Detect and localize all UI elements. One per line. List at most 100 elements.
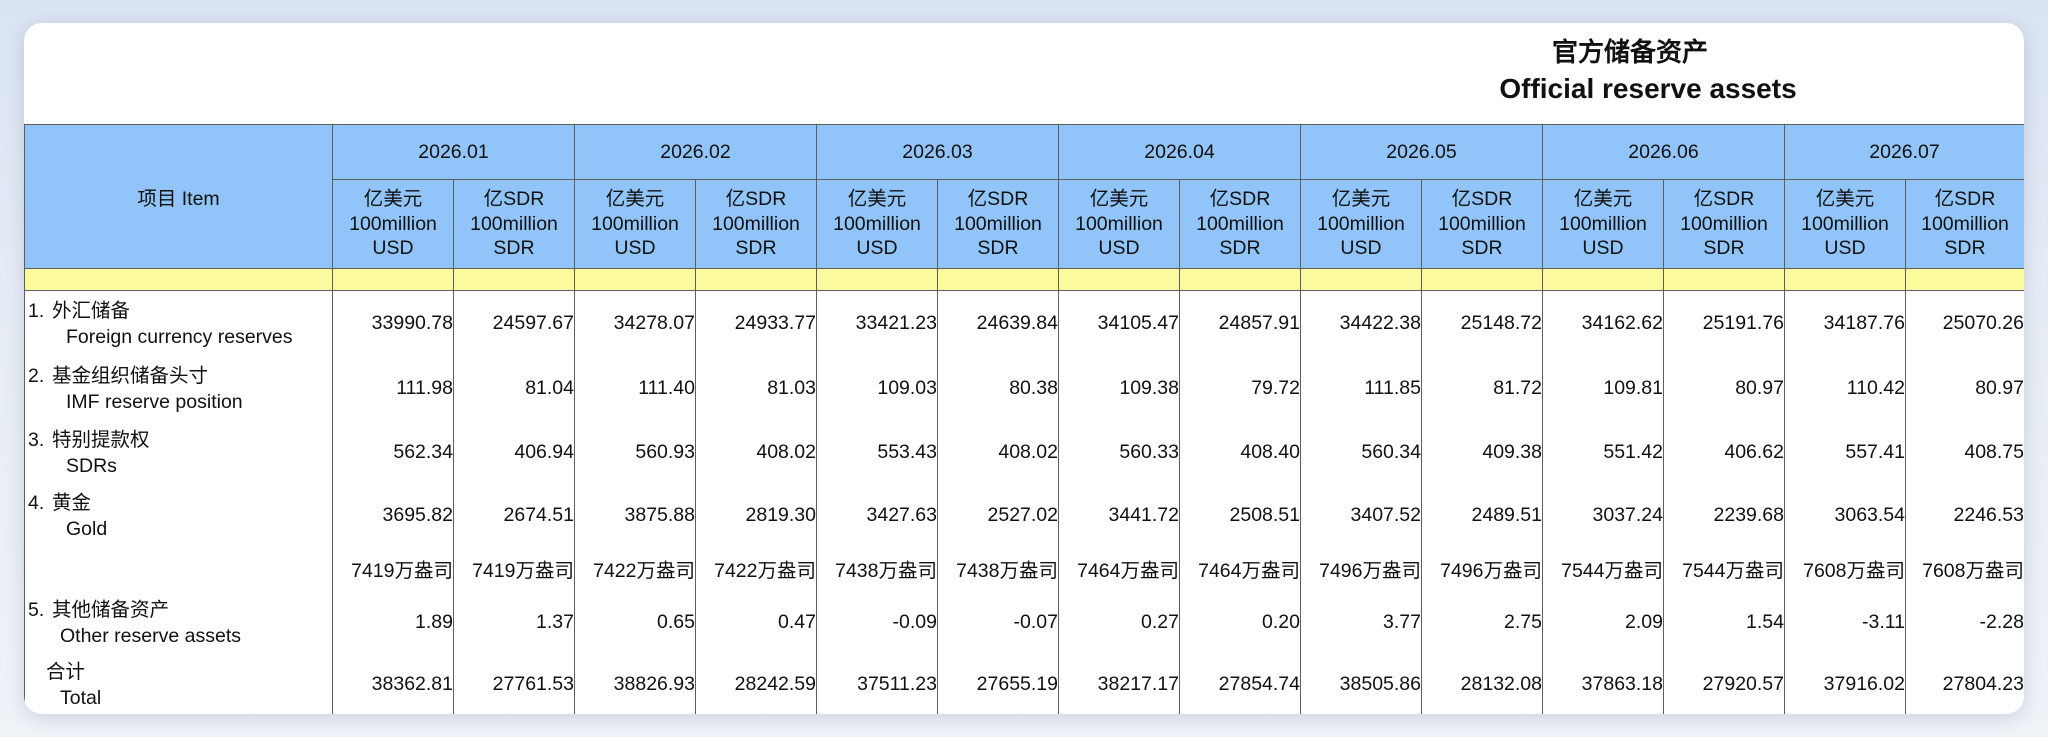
unit-label-scale: 100million — [591, 212, 679, 235]
band-cell — [1300, 268, 1422, 291]
total-value-cell: 27920.57 — [1663, 654, 1785, 714]
unit-label-zh: 亿SDR — [1693, 188, 1755, 211]
unit-label-zh: 亿SDR — [1451, 188, 1513, 211]
table-title-en: Official reserve assets — [1499, 73, 1797, 104]
value-cell: 408.02 — [695, 420, 817, 485]
unit-header-sdr: 亿SDR 100million SDR — [1663, 179, 1785, 269]
total-value-cell: 27761.53 — [453, 654, 575, 714]
value-cell: 3695.82 — [332, 484, 454, 547]
value-cell: 408.75 — [1905, 420, 2024, 485]
item-number: 4. — [28, 491, 45, 514]
value-cell: 111.40 — [574, 356, 696, 421]
band-cell — [1421, 268, 1543, 291]
value-cell: 406.62 — [1663, 420, 1785, 485]
period-header: 2026.04 — [1058, 124, 1301, 180]
value-cell: 81.03 — [695, 356, 817, 421]
value-cell: -3.11 — [1784, 590, 1906, 655]
total-label-zh: 合计 — [46, 660, 86, 683]
period-header: 2026.03 — [816, 124, 1059, 180]
ounces-cell: 7496万盎司 — [1421, 546, 1543, 591]
unit-label-currency: SDR — [1944, 237, 1986, 260]
unit-header-usd: 亿美元 100million USD — [816, 179, 938, 269]
value-cell: 109.38 — [1058, 356, 1180, 421]
unit-label-currency: SDR — [977, 237, 1019, 260]
unit-label-currency: SDR — [735, 237, 777, 260]
value-cell: 80.97 — [1905, 356, 2024, 421]
value-cell: 2.09 — [1542, 590, 1664, 655]
band-cell — [937, 268, 1059, 291]
ounces-cell: 7608万盎司 — [1905, 546, 2024, 591]
value-cell: 3037.24 — [1542, 484, 1664, 547]
value-cell: 0.47 — [695, 590, 817, 655]
ounces-cell: 7438万盎司 — [816, 546, 938, 591]
value-cell: -2.28 — [1905, 590, 2024, 655]
item-label-cell: 1. 外汇储备 Foreign currency reserves — [24, 290, 333, 357]
row-other-reserve-assets: 5. 其他储备资产 Other reserve assets 1.89 1.37 0… — [24, 590, 2024, 655]
unit-label-zh: 亿美元 — [1089, 188, 1149, 211]
value-cell: 79.72 — [1179, 356, 1301, 421]
band-cell — [1058, 268, 1180, 291]
unit-header-sdr: 亿SDR 100million SDR — [1421, 179, 1543, 269]
item-name-en: Other reserve assets — [60, 624, 241, 647]
item-name-zh: 其他储备资产 — [52, 598, 170, 621]
value-cell: 34278.07 — [574, 290, 696, 357]
unit-header-sdr: 亿SDR 100million SDR — [937, 179, 1059, 269]
value-cell: 408.40 — [1179, 420, 1301, 485]
unit-label-zh: 亿美元 — [1331, 188, 1391, 211]
item-label-cell: 5. 其他储备资产 Other reserve assets — [24, 590, 333, 655]
unit-header-usd: 亿美元 100million USD — [1542, 179, 1664, 269]
item-number: 3. — [28, 428, 45, 451]
unit-label-scale: 100million — [349, 212, 437, 235]
unit-header-row: 亿美元 100million USD 亿SDR 100million SDR 亿美元 10… — [25, 179, 2024, 269]
row-imf-reserve-position: 2. 基金组织储备头寸 IMF reserve position 111.98 81… — [24, 356, 2024, 421]
band-cell — [1542, 268, 1664, 291]
value-cell: 81.04 — [453, 356, 575, 421]
unit-label-currency: USD — [1824, 237, 1866, 260]
unit-label-zh: 亿SDR — [483, 188, 545, 211]
unit-label-zh: 亿SDR — [1209, 188, 1271, 211]
total-value-cell: 27854.74 — [1179, 654, 1301, 714]
total-value-cell: 38505.86 — [1300, 654, 1422, 714]
item-label-cell: 3. 特别提款权 SDRs — [24, 420, 333, 485]
value-cell: 81.72 — [1421, 356, 1543, 421]
value-cell: 24857.91 — [1179, 290, 1301, 357]
unit-label-zh: 亿美元 — [1815, 188, 1875, 211]
value-cell: 24933.77 — [695, 290, 817, 357]
total-label-en: Total — [60, 686, 102, 709]
value-cell: 3.77 — [1300, 590, 1422, 655]
item-label-cell: 合计 Total — [24, 654, 333, 714]
value-cell: 3063.54 — [1784, 484, 1906, 547]
row-foreign-currency-reserves: 1. 外汇储备 Foreign currency reserves 33990.78… — [24, 290, 2024, 357]
item-name-zh: 特别提款权 — [52, 428, 150, 451]
value-cell: 34105.47 — [1058, 290, 1180, 357]
unit-label-scale: 100million — [1680, 212, 1768, 235]
band-cell — [1905, 268, 2024, 291]
ounces-cell: 7419万盎司 — [332, 546, 454, 591]
value-cell: 111.85 — [1300, 356, 1422, 421]
item-name-en: Gold — [66, 517, 108, 540]
unit-header-usd: 亿美元 100million USD — [1058, 179, 1180, 269]
period-header: 2026.06 — [1542, 124, 1785, 180]
unit-header-sdr: 亿SDR 100million SDR — [1905, 179, 2024, 269]
band-cell — [574, 268, 696, 291]
value-cell: 409.38 — [1421, 420, 1543, 485]
total-value-cell: 37511.23 — [816, 654, 938, 714]
unit-header-sdr: 亿SDR 100million SDR — [453, 179, 575, 269]
unit-label-scale: 100million — [1801, 212, 1889, 235]
value-cell: 408.02 — [937, 420, 1059, 485]
value-cell: 3441.72 — [1058, 484, 1180, 547]
item-name-zh: 外汇储备 — [52, 299, 131, 322]
unit-label-scale: 100million — [1921, 212, 2009, 235]
unit-header-usd: 亿美元 100million USD — [332, 179, 454, 269]
total-value-cell: 27655.19 — [937, 654, 1059, 714]
total-value-cell: 38362.81 — [332, 654, 454, 714]
ounces-cell: 7438万盎司 — [937, 546, 1059, 591]
value-cell: 34422.38 — [1300, 290, 1422, 357]
value-cell: 25191.76 — [1663, 290, 1785, 357]
unit-label-currency: SDR — [493, 237, 535, 260]
value-cell: 560.93 — [574, 420, 696, 485]
period-header: 2026.01 — [332, 124, 575, 180]
value-cell: 80.97 — [1663, 356, 1785, 421]
value-cell: 2819.30 — [695, 484, 817, 547]
table-title-zh: 官方储备资产 — [1551, 37, 1708, 67]
